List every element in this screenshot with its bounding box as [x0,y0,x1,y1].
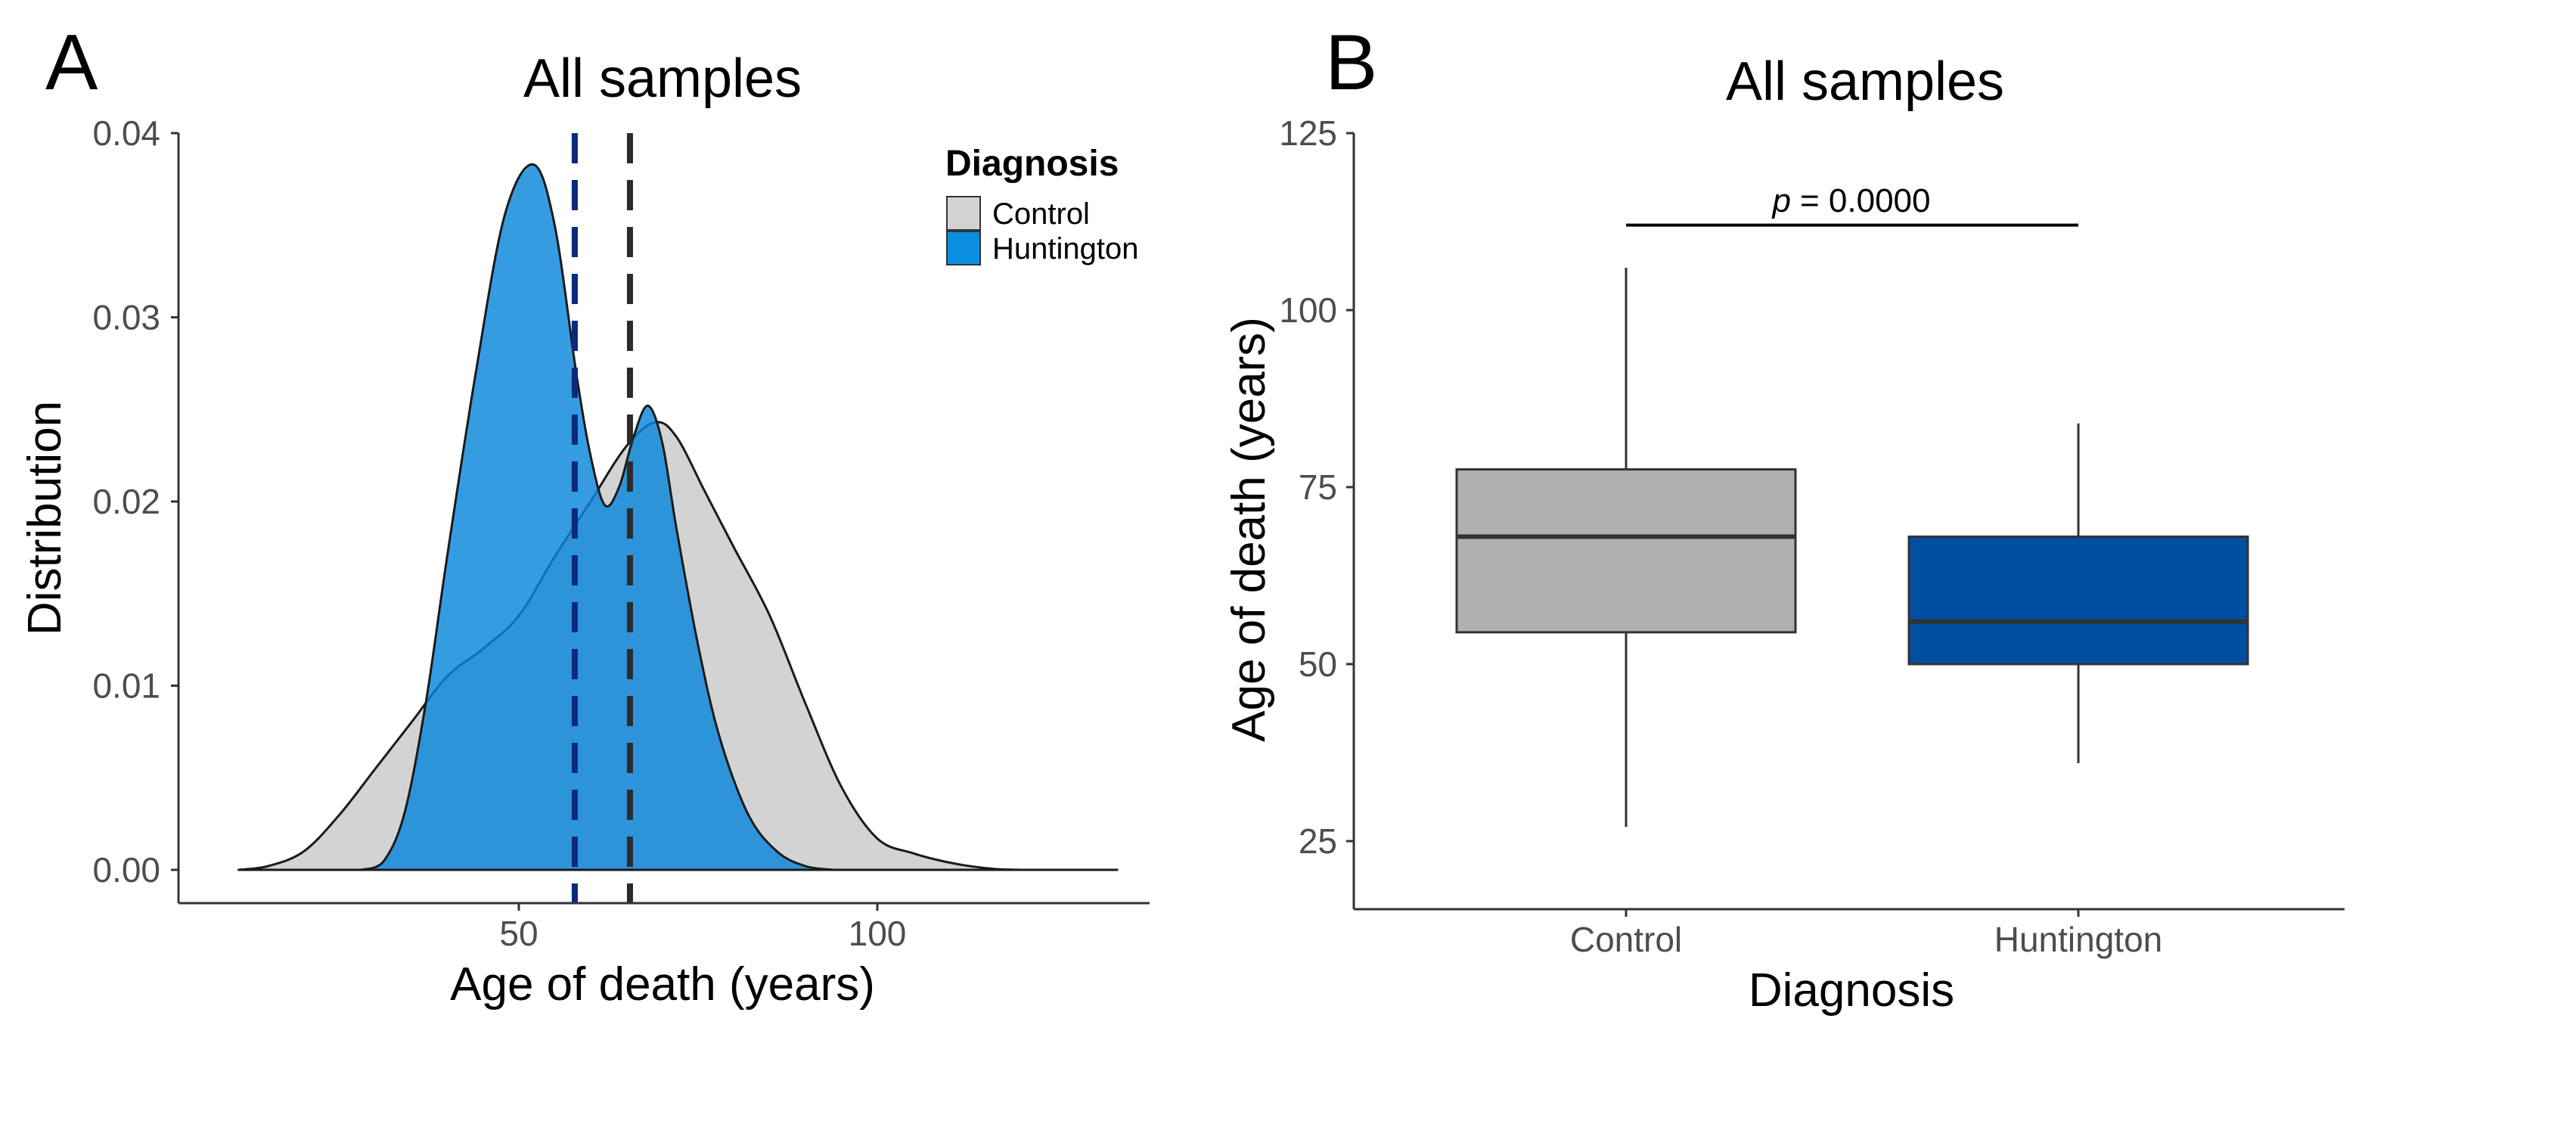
y-tick-label: 100 [1279,290,1337,330]
y-tick-label: 125 [1279,113,1337,153]
y-tick-label: 0.04 [92,113,160,153]
legend-swatch-control [946,196,981,231]
x-ticks: 50 100 [499,903,906,953]
y-tick-label: 75 [1299,467,1337,507]
panel-b-title: All samples [1726,51,2004,112]
p-symbol: p [1771,182,1791,219]
y-axis-label: Age of death (years) [1223,317,1275,742]
median-lines [571,133,633,903]
x-tick-label: Huntington [1994,920,2163,959]
boxes [1455,267,2249,827]
panel-a-title: All samples [523,48,802,109]
iqr-box [1455,468,1797,634]
significance-annotation: p = 0.0000 [1626,182,2078,227]
density-area-huntington [360,163,835,871]
y-axis-label: Distribution [19,401,71,635]
p-value-text: = 0.0000 [1800,182,1931,219]
y-tick-label: 0.02 [92,482,160,521]
panel-a-density-plot: A All samples 0.00 0.01 0.02 0.03 0.04 50 100… [19,19,1150,1011]
x-tick-label: 50 [499,914,538,953]
box-huntington [1907,423,2249,764]
legend: Diagnosis Control Huntington [945,144,1138,265]
box-control [1455,267,1797,827]
x-tick-label: Control [1570,920,1682,959]
legend-swatch-huntington [946,231,981,265]
y-tick-label: 0.00 [92,850,160,890]
panel-b-box-plot: B All samples p = 0.0000 25 50 75 100 125 Con… [1223,19,2345,1017]
y-ticks: 25 50 75 100 125 [1279,113,1354,861]
legend-label-huntington: Huntington [992,232,1138,265]
x-ticks: Control Huntington [1570,909,2162,959]
x-axis-label: Diagnosis [1749,964,1954,1017]
density-curves [237,163,1119,871]
x-tick-label: 100 [849,914,907,953]
y-tick-label: 50 [1299,644,1337,684]
panel-label-b: B [1325,19,1377,107]
p-value-label: p = 0.0000 [1771,182,1931,219]
x-axis-label: Age of death (years) [450,958,875,1011]
panel-label-a: A [45,19,98,107]
legend-label-control: Control [992,197,1090,231]
y-ticks: 0.00 0.01 0.02 0.03 0.04 [92,113,178,890]
y-tick-label: 0.01 [92,666,160,706]
legend-title: Diagnosis [945,144,1119,184]
iqr-box [1907,536,2249,666]
y-tick-label: 0.03 [92,298,160,337]
y-tick-label: 25 [1299,821,1337,861]
